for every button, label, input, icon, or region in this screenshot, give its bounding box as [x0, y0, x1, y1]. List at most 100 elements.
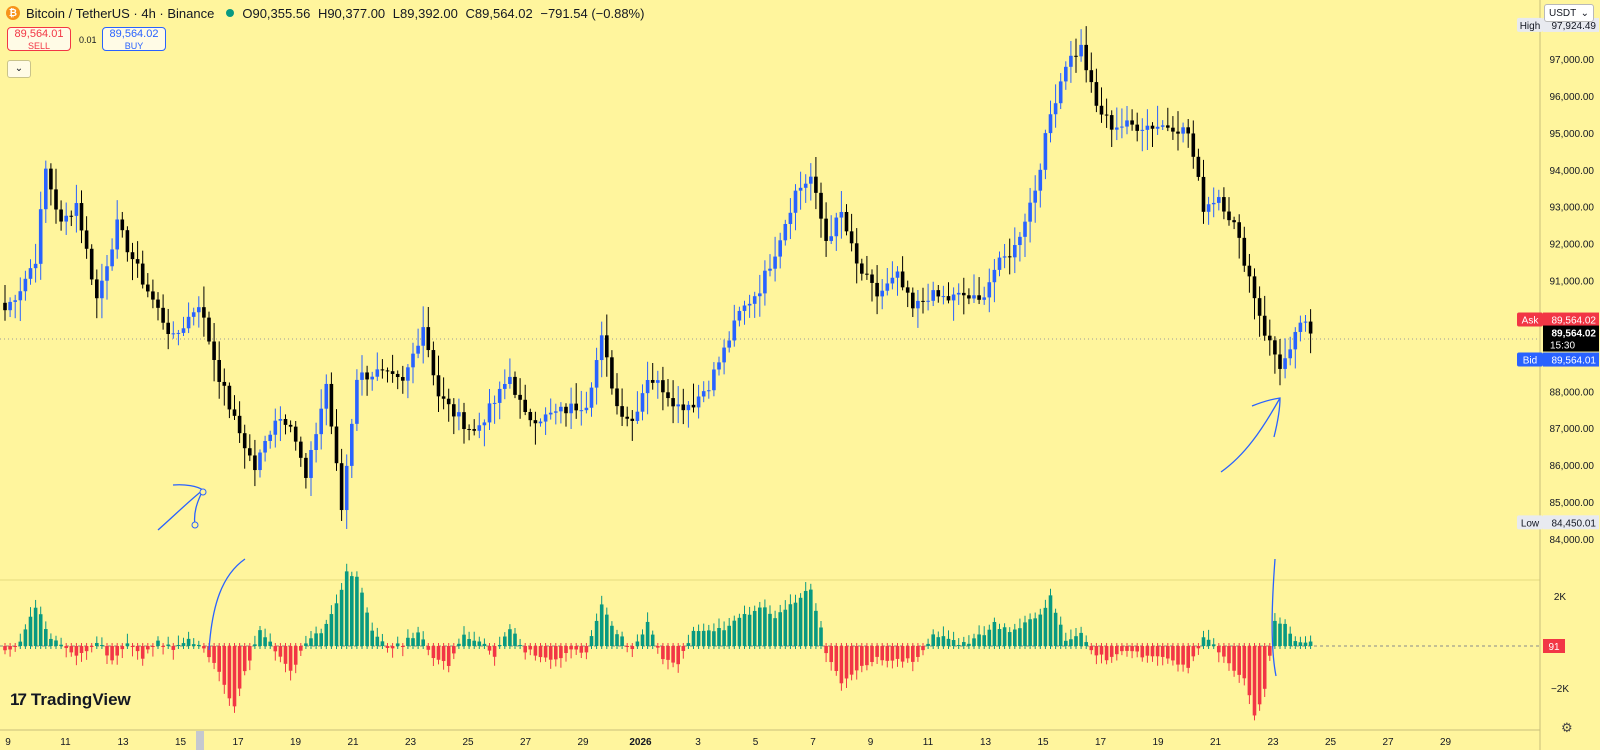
tradingview-mark-icon: 17	[10, 690, 27, 709]
volume-bar	[854, 643, 859, 680]
volume-bar	[176, 635, 181, 649]
candle	[416, 328, 420, 359]
volume-bar	[171, 643, 176, 660]
volume-bar	[579, 643, 584, 659]
candle	[1135, 112, 1139, 142]
volume-bar	[798, 593, 803, 649]
candle	[258, 449, 262, 478]
volume-bar	[1171, 643, 1175, 666]
symbol-header: ₿ Bitcoin / TetherUS · 4h · Binance O90,…	[6, 4, 648, 22]
candle	[1303, 315, 1308, 332]
time-tick: 2026	[629, 737, 652, 748]
candle	[222, 368, 227, 406]
candle	[538, 418, 543, 427]
volume-bar	[1222, 643, 1226, 663]
volume-bar	[962, 636, 966, 649]
drawing-hook-left[interactable]	[172, 484, 204, 526]
volume-bar	[375, 627, 380, 649]
candle	[941, 285, 946, 305]
candle	[890, 261, 895, 290]
drawing-handle-1[interactable]	[199, 488, 207, 496]
candle	[696, 384, 701, 419]
volume-bar	[334, 594, 339, 649]
candle	[589, 382, 594, 417]
symbol-title[interactable]: Bitcoin / TetherUS · 4h · Binance	[26, 5, 215, 21]
sell-price: 89,564.01	[14, 28, 64, 40]
volume-bar	[839, 643, 844, 691]
candle	[834, 212, 839, 251]
volume-bar	[23, 624, 28, 649]
candle	[293, 420, 298, 451]
volume-last-label: 91	[1543, 639, 1565, 653]
candle	[59, 200, 63, 231]
candle	[84, 216, 89, 259]
volume-bar	[1242, 643, 1247, 686]
drawing-curve-volume-right[interactable]	[1271, 558, 1277, 677]
candle	[717, 356, 721, 376]
candle	[798, 171, 803, 210]
candle	[406, 364, 410, 399]
volume-bar	[64, 643, 68, 658]
candle	[773, 236, 777, 282]
candle	[120, 211, 125, 238]
candle	[528, 408, 533, 427]
volume-bar	[146, 643, 150, 654]
currency-select[interactable]: USDT ⌄	[1544, 4, 1594, 22]
marker-value: 89,564.02	[1552, 316, 1597, 327]
candle	[1217, 189, 1221, 211]
candle	[1252, 268, 1257, 320]
candle	[242, 424, 247, 469]
drawing-handle-2[interactable]	[191, 521, 199, 529]
candle	[829, 215, 833, 244]
collapse-legend-button[interactable]: ⌄	[7, 60, 31, 78]
volume-bar	[599, 595, 604, 649]
volume-bar	[875, 643, 879, 665]
candle	[130, 242, 135, 281]
volume-bar	[1007, 627, 1012, 649]
volume-bar	[227, 643, 232, 706]
candle	[1104, 98, 1109, 128]
candle	[916, 289, 920, 328]
sell-button[interactable]: 89,564.01 SELL	[7, 27, 71, 51]
time-axis[interactable]: 9 11 13 15 17 19 21 23 25 27 29 2026 3 5 7 9 11 13 15 17 19 2…	[5, 737, 1451, 748]
tradingview-logo[interactable]: 17 TradingView	[10, 690, 131, 710]
volume-bar	[390, 643, 395, 658]
candle	[319, 389, 323, 450]
time-tick: 23	[405, 737, 417, 748]
volume-bar	[793, 594, 798, 649]
volume-bar	[477, 636, 482, 649]
candle	[446, 388, 451, 422]
candle	[584, 391, 589, 414]
candle	[605, 314, 609, 377]
candle	[854, 228, 859, 284]
drawing-arrow-right[interactable]	[1220, 397, 1281, 473]
candle	[671, 380, 675, 424]
candle	[559, 402, 563, 424]
drawing-hook-right[interactable]	[1251, 397, 1281, 438]
candle	[232, 395, 237, 420]
volume-bar	[100, 637, 104, 649]
volume-bar	[324, 619, 329, 649]
volume-bar	[564, 643, 568, 662]
candle	[1293, 327, 1298, 369]
candle	[1069, 40, 1073, 83]
candle	[1273, 336, 1277, 374]
drawings[interactable]	[157, 397, 1281, 677]
volume-bar	[1089, 643, 1094, 655]
buy-button[interactable]: 89,564.02 BUY	[102, 27, 166, 51]
candle	[1109, 110, 1114, 147]
candle	[1257, 286, 1262, 337]
drawing-curve-volume-left[interactable]	[208, 558, 246, 651]
volume-bar	[752, 605, 757, 649]
volume-bar	[773, 610, 777, 649]
ohlc-open: O90,355.56	[242, 5, 311, 21]
candle	[115, 200, 119, 259]
gear-icon[interactable]: ⚙	[1561, 720, 1573, 735]
volume-bar	[406, 629, 410, 649]
price-axis[interactable]: 97,000.00 96,000.00 95,000.00 94,000.00 93,0…	[1550, 55, 1595, 695]
volume-tick: −2K	[1551, 684, 1569, 695]
volume-bar	[1064, 632, 1068, 649]
price-tick: 85,000.00	[1550, 498, 1595, 509]
volume-bar	[722, 621, 726, 649]
